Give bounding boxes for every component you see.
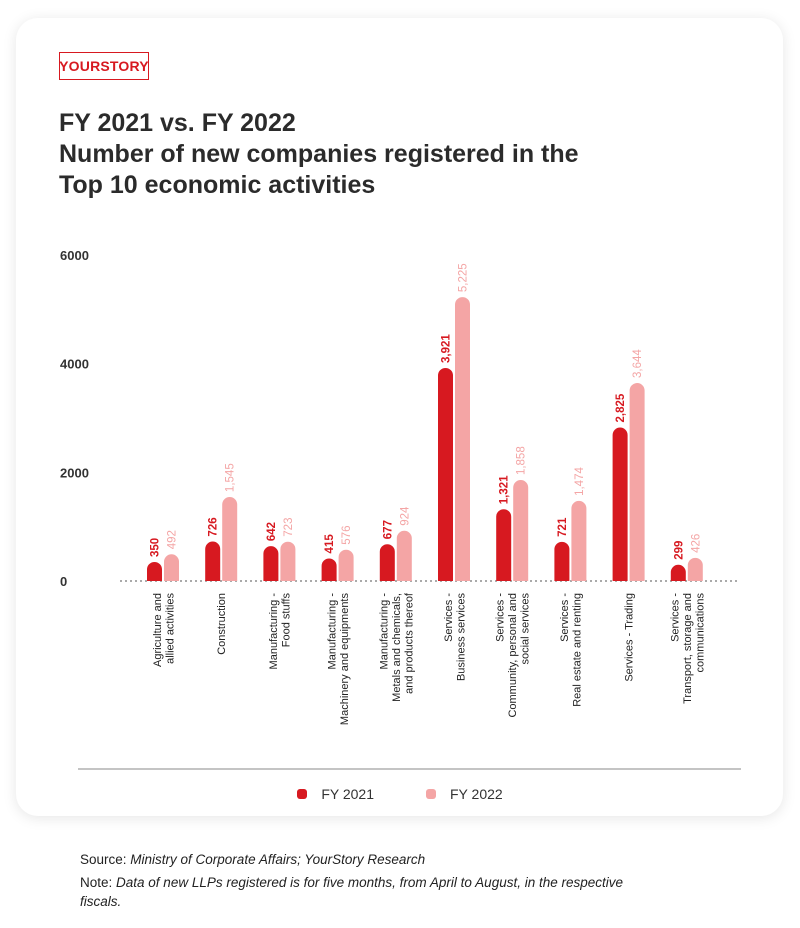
x-tick-label: Transport, storage and (682, 593, 694, 704)
data-label-fy2022: 924 (399, 506, 411, 526)
data-note: Note: Data of new LLPs registered is for… (80, 873, 640, 911)
y-tick-label: 4000 (60, 357, 89, 372)
y-tick-label: 6000 (60, 248, 89, 263)
data-label-fy2021: 726 (208, 517, 220, 536)
legend-item-fy2022: FY 2022 (426, 786, 503, 802)
note-prefix: Note: (80, 875, 117, 890)
bar-fy2021 (147, 561, 162, 581)
bar-fy2022 (164, 554, 179, 581)
data-label-fy2021: 299 (673, 541, 685, 560)
x-tick-label: Manufacturing - (268, 593, 280, 670)
x-tick-label: Machinery and equipments (339, 593, 351, 726)
bar-fy2022 (629, 383, 645, 581)
x-tick-label: social services (520, 593, 532, 665)
data-label-fy2022: 5,225 (458, 263, 470, 292)
y-tick-label: 2000 (60, 465, 89, 480)
data-label-fy2021: 3,921 (441, 334, 453, 363)
legend-swatch-fy2021 (297, 789, 308, 799)
bar-fy2021 (670, 564, 686, 581)
title-line-3: Top 10 economic activities (59, 171, 376, 199)
data-label-fy2021: 642 (266, 522, 278, 541)
source-prefix: Source: (80, 852, 131, 867)
title-line-1: FY 2021 vs. FY 2022 (59, 109, 296, 137)
bar-fy2022 (571, 500, 587, 581)
x-tick-label: Business services (455, 593, 467, 682)
x-tick-label: Community, personal and (507, 593, 519, 718)
data-label-fy2022: 426 (690, 534, 702, 553)
data-label-fy2022: 576 (341, 526, 353, 545)
data-label-fy2021: 350 (150, 538, 162, 557)
bar-fy2021 (554, 541, 570, 581)
bar-fy2022 (455, 297, 470, 581)
legend-label-fy2021: FY 2021 (321, 786, 374, 802)
x-tick-label: Manufacturing - (378, 593, 390, 670)
bar-fy2021 (612, 427, 628, 581)
legend: FY 2021 FY 2022 (0, 786, 800, 802)
bar-fy2021 (263, 546, 279, 581)
legend-swatch-fy2022 (426, 789, 436, 799)
bar-fy2021 (438, 367, 453, 581)
x-tick-label: Services - (559, 593, 571, 642)
bar-fy2022 (396, 530, 412, 581)
bar-fy2021 (496, 509, 512, 581)
data-label-fy2022: 723 (283, 518, 295, 537)
data-label-fy2021: 677 (382, 520, 394, 539)
legend-label-fy2022: FY 2022 (450, 786, 503, 802)
x-tick-label: Services - (495, 593, 507, 642)
data-label-fy2021: 721 (557, 517, 569, 537)
x-tick-label: Services - (443, 593, 455, 642)
chart-card (16, 18, 783, 816)
x-tick-label: Services - (669, 593, 681, 642)
chart-title: FY 2021 vs. FY 2022 Number of new compan… (59, 108, 739, 201)
data-label-fy2022: 1,858 (516, 446, 528, 475)
source-text: Ministry of Corporate Affairs; YourStory… (130, 852, 426, 867)
data-label-fy2022: 492 (167, 530, 179, 549)
bar-fy2021 (205, 541, 221, 581)
data-label-fy2021: 415 (324, 534, 336, 554)
data-label-fy2022: 1,474 (574, 467, 586, 496)
bar-fy2022 (513, 480, 529, 581)
legend-item-fy2021: FY 2021 (297, 786, 374, 802)
x-tick-label: Services - Trading (624, 593, 636, 682)
yourstory-logo: YOURSTORY (59, 52, 149, 80)
y-tick-label: 0 (60, 574, 67, 589)
bar-fy2022 (222, 497, 238, 581)
x-tick-label: Real estate and renting (572, 593, 584, 707)
note-text: Data of new LLPs registered is for five … (80, 875, 624, 909)
bar-fy2022 (338, 549, 354, 581)
data-label-fy2021: 1,321 (499, 475, 511, 504)
bar-fy2021 (321, 558, 337, 581)
x-tick-label: Metals and chemicals, (391, 593, 403, 702)
source-note: Source: Ministry of Corporate Affairs; Y… (80, 850, 425, 869)
x-tick-label: Construction (216, 593, 228, 655)
bar-fy2022 (280, 541, 296, 581)
bar-fy2022 (687, 557, 703, 581)
bar-chart: 0 2000 4000 6000 350 492 Agriculture and allied… (60, 248, 741, 770)
x-tick-label: and products thereof (403, 592, 415, 694)
title-line-2: Number of new companies registered in th… (59, 140, 579, 168)
data-label-fy2022: 1,545 (225, 463, 237, 492)
data-label-fy2022: 3,644 (632, 349, 644, 378)
x-tick-label: communications (694, 593, 706, 673)
x-tick-label: Manufacturing - (326, 593, 338, 670)
x-tick-label: allied activities (164, 593, 176, 664)
x-tick-label: Agriculture and (152, 593, 164, 667)
x-tick-label: Food stuffs (281, 593, 293, 648)
data-label-fy2021: 2,825 (615, 393, 627, 422)
bar-fy2021 (379, 544, 395, 581)
